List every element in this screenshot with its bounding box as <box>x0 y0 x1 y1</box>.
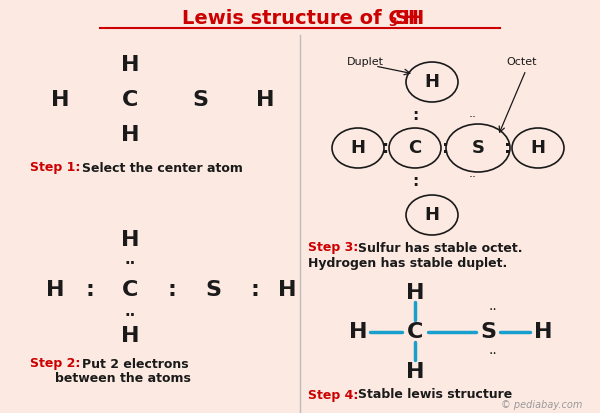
Text: C: C <box>407 322 423 342</box>
Text: :: : <box>382 139 389 157</box>
Text: ··: ·· <box>124 308 136 323</box>
Text: Select the center atom: Select the center atom <box>82 161 243 175</box>
Text: Stable lewis structure: Stable lewis structure <box>358 389 512 401</box>
Text: ··: ·· <box>488 303 497 317</box>
Text: S: S <box>480 322 496 342</box>
Text: Step 2:: Step 2: <box>30 358 80 370</box>
Text: 3: 3 <box>388 16 397 28</box>
Text: C: C <box>409 139 422 157</box>
Text: Hydrogen has stable duplet.: Hydrogen has stable duplet. <box>308 256 507 270</box>
Text: C: C <box>122 90 138 110</box>
Text: S: S <box>205 280 221 300</box>
Text: :: : <box>251 280 259 300</box>
Text: H: H <box>121 326 139 346</box>
Text: H: H <box>406 362 424 382</box>
Text: :: : <box>167 280 176 300</box>
Text: H: H <box>121 230 139 250</box>
Text: ··: ·· <box>469 171 477 185</box>
Text: H: H <box>350 139 365 157</box>
Text: H: H <box>406 283 424 303</box>
Text: ··: ·· <box>469 112 477 124</box>
Text: :: : <box>505 139 512 157</box>
Text: :: : <box>86 280 94 300</box>
Text: H: H <box>46 280 64 300</box>
Text: C: C <box>122 280 138 300</box>
Text: Step 3:: Step 3: <box>308 242 358 254</box>
Text: ··: ·· <box>124 256 136 271</box>
Text: Step 4:: Step 4: <box>308 389 358 401</box>
Text: H: H <box>121 125 139 145</box>
Text: SH: SH <box>395 9 425 28</box>
Text: :: : <box>412 107 418 123</box>
Text: H: H <box>51 90 69 110</box>
Text: S: S <box>472 139 485 157</box>
Text: :: : <box>442 139 449 157</box>
Text: H: H <box>256 90 274 110</box>
Text: H: H <box>530 139 545 157</box>
Text: Put 2 electrons: Put 2 electrons <box>82 358 188 370</box>
Text: H: H <box>425 73 439 91</box>
Text: Octet: Octet <box>507 57 537 67</box>
Text: Duplet: Duplet <box>347 57 383 67</box>
Text: H: H <box>534 322 552 342</box>
Text: H: H <box>278 280 296 300</box>
Text: Sulfur has stable octet.: Sulfur has stable octet. <box>358 242 523 254</box>
Text: Lewis structure of CH: Lewis structure of CH <box>182 9 419 28</box>
Text: Step 1:: Step 1: <box>30 161 80 175</box>
Text: © pediabay.com: © pediabay.com <box>500 400 582 410</box>
Text: S: S <box>192 90 208 110</box>
Text: H: H <box>121 55 139 75</box>
Text: between the atoms: between the atoms <box>55 373 191 385</box>
Text: H: H <box>425 206 439 224</box>
Text: H: H <box>349 322 367 342</box>
Text: :: : <box>412 173 418 188</box>
Text: ··: ·· <box>488 347 497 361</box>
